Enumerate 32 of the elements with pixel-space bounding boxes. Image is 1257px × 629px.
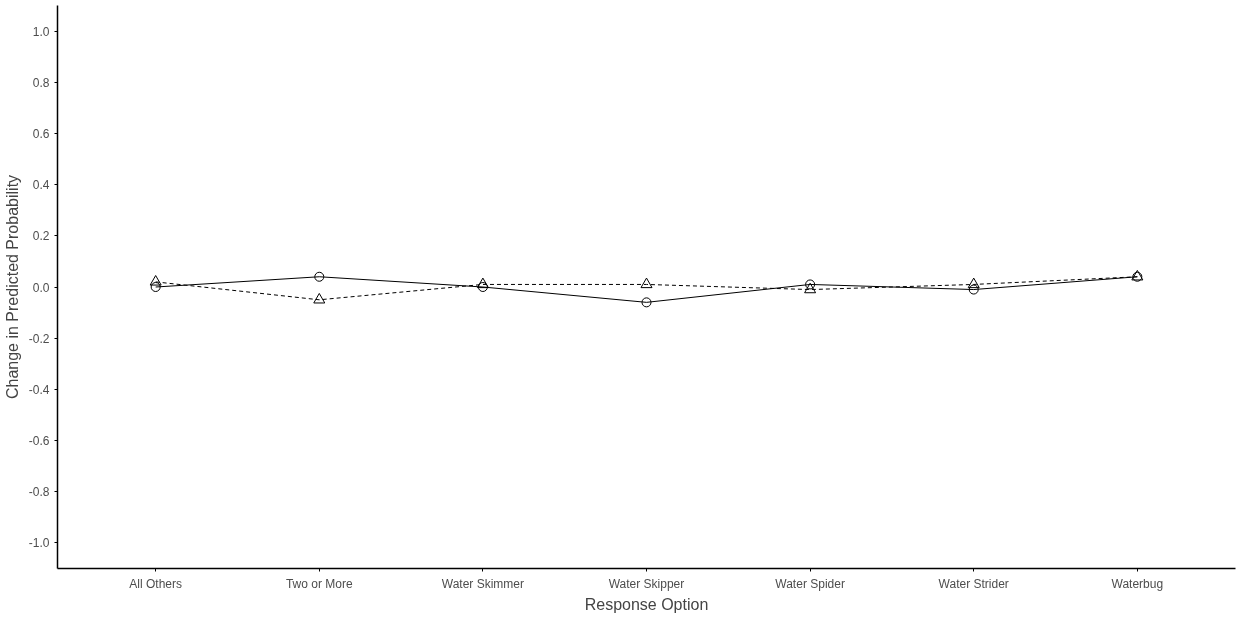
point [476, 277, 489, 289]
y-tick-label: -0.4 [28, 382, 50, 397]
point [313, 292, 326, 304]
x-tick-label: Waterbug [1111, 576, 1164, 591]
point [968, 284, 979, 295]
y-tick-label: -1.0 [28, 536, 50, 551]
x-tick-label: Water Skimmer [441, 576, 525, 591]
y-tick-label: -0.8 [28, 485, 50, 500]
point [314, 271, 325, 282]
y-tick-label: -0.2 [28, 331, 50, 346]
point [641, 297, 652, 308]
x-tick-label: Water Skipper [608, 576, 685, 591]
y-axis-title: Change in Predicted Probability [3, 174, 21, 400]
y-tick-label: 0.0 [32, 280, 50, 295]
point [150, 282, 161, 292]
point [805, 279, 816, 290]
y-tick-label: 0.6 [32, 126, 50, 141]
point [149, 275, 162, 286]
x-tick-label: All Others [129, 576, 183, 591]
y-tick-label: 0.2 [32, 229, 50, 244]
x-tick-label: Water Strider [938, 576, 1009, 591]
y-tick-label: 0.4 [32, 178, 50, 193]
x-tick-label: Two or More [285, 576, 353, 591]
y-tick-label: 0.8 [32, 75, 50, 90]
x-axis-title: Response Option [584, 595, 709, 613]
y-tick-label: 1.0 [32, 24, 50, 39]
point [477, 282, 488, 292]
point [640, 277, 653, 289]
x-tick-label: Water Spider [775, 576, 845, 591]
point [804, 282, 817, 294]
y-tick-label: -0.6 [28, 434, 50, 449]
point [967, 277, 980, 289]
